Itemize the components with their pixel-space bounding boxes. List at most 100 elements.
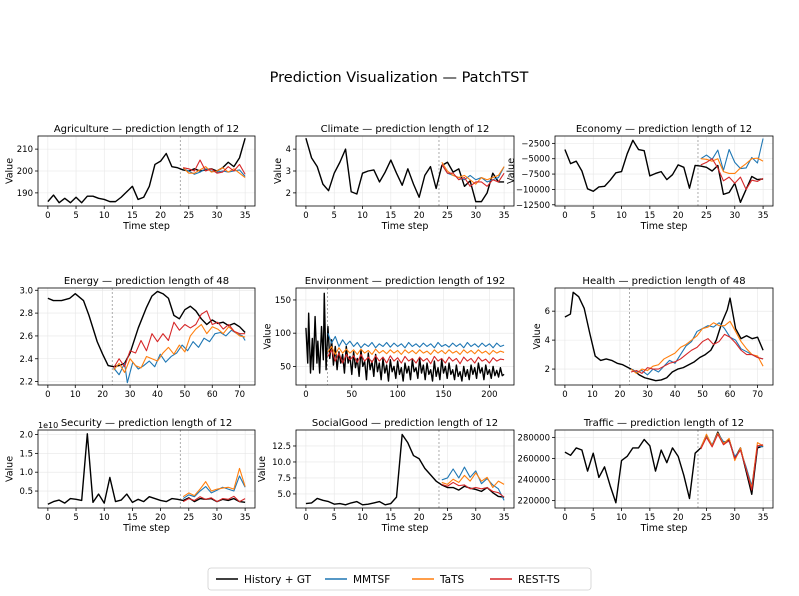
x-tick-label: 20: [155, 211, 166, 221]
x-tick-label: 25: [183, 513, 194, 523]
chart-panel-7: 0 5 10 15 20 25 30 35 5.0 7.5 10.0 12.5 SocialGood —…: [257, 418, 515, 534]
y-tick-label: 50: [280, 362, 291, 372]
x-tick-label: 0: [303, 390, 308, 400]
y-offset-label: 1e10: [38, 421, 58, 430]
x-tick-label: 50: [179, 390, 190, 400]
y-tick-label: 7.5: [277, 474, 291, 484]
x-tick-label: 200: [481, 390, 497, 400]
x-tick-label: 20: [673, 211, 684, 221]
x-tick-label: 10: [587, 390, 598, 400]
y-tick-label: 10.0: [272, 458, 291, 468]
x-tick-label: 35: [758, 211, 769, 221]
y-tick-label: 4: [545, 336, 550, 346]
x-tick-label: 35: [499, 513, 510, 523]
x-tick-label: 40: [152, 390, 163, 400]
x-tick-label: 70: [752, 390, 763, 400]
series-line-mmtsf: [327, 332, 505, 349]
series-line-tats: [441, 161, 505, 185]
x-tick-label: 60: [725, 390, 736, 400]
y-tick-label: −10000: [516, 185, 550, 195]
legend-label: History + GT: [244, 574, 312, 586]
series-line-mmtsf: [182, 475, 246, 500]
chart-title: Security — prediction length of 12: [61, 418, 232, 429]
x-tick-label: 30: [729, 211, 740, 221]
legend-label: MMTSF: [353, 574, 390, 586]
legend-frame: [207, 567, 592, 591]
series-line-rest-ts: [113, 310, 246, 369]
x-tick-label: 15: [385, 211, 396, 221]
series-line-mmtsf: [441, 466, 505, 501]
x-tick-label: 30: [125, 390, 136, 400]
chart-panel-6: 0 5 10 15 20 25 30 35 0.5 1.0 1.5 2.0 Security — pre…: [4, 418, 256, 534]
x-tick-label: 0: [562, 390, 567, 400]
x-axis-label: Time step: [122, 523, 170, 534]
chart-title: Health — prediction length of 48: [582, 276, 745, 287]
y-tick-label: 2: [545, 365, 550, 375]
x-tick-label: 25: [442, 513, 453, 523]
figure-title: Prediction Visualization — PatchTST: [270, 70, 529, 86]
x-tick-label: 30: [729, 513, 740, 523]
x-tick-label: 30: [470, 211, 481, 221]
y-tick-label: 2.2: [19, 378, 33, 388]
series-line-tats: [700, 157, 764, 175]
x-tick-label: 35: [240, 513, 251, 523]
series-line-rest-ts: [183, 159, 246, 175]
chart-panel-4: 0 50 100 150 200 50 100 150 Environment — predic…: [262, 276, 515, 400]
y-tick-label: 2: [286, 189, 291, 199]
plot-frame: [554, 287, 774, 386]
series-line-tats: [441, 472, 505, 489]
x-tick-label: 10: [357, 211, 368, 221]
series-line-tats: [327, 345, 505, 355]
chart-title: Agriculture — prediction length of 12: [54, 124, 239, 135]
chart-panel-8: 0 5 10 15 20 25 30 35 220000 240000 260000 280000 Tr…: [518, 418, 774, 534]
x-tick-label: 70: [234, 390, 245, 400]
y-tick-label: 5.0: [277, 490, 291, 500]
y-tick-label: 190: [17, 189, 33, 199]
chart-panel-0: 0 5 10 15 20 25 30 35 190 200 210 Agriculture — pre…: [4, 124, 256, 232]
y-tick-label: 1.5: [19, 449, 33, 459]
x-tick-label: 40: [670, 390, 681, 400]
x-tick-label: 20: [97, 390, 108, 400]
x-tick-label: 5: [591, 513, 596, 523]
chart-title: Environment — prediction length of 192: [305, 276, 506, 287]
x-tick-label: 30: [642, 390, 653, 400]
x-tick-label: 20: [414, 211, 425, 221]
x-axis-label: Time step: [122, 221, 170, 232]
series-line-rest-ts: [182, 495, 246, 503]
x-tick-label: 5: [73, 211, 78, 221]
chart-panel-3: 0 10 20 30 40 50 60 70 2.2 2.4 2.6 2.8 3.0 Energy — p…: [19, 276, 256, 400]
y-tick-label: 210: [17, 145, 33, 155]
y-axis-label: Value: [273, 158, 284, 184]
series-line-history-gt: [564, 291, 764, 382]
series-line-history-gt: [564, 139, 764, 204]
plot-frame: [554, 429, 774, 509]
y-tick-label: 200: [17, 167, 33, 177]
y-tick-label: 240000: [518, 476, 550, 486]
x-axis-label: Time step: [381, 221, 429, 232]
y-tick-label: 2.0: [19, 431, 33, 441]
chart-title: Climate — prediction length of 12: [321, 124, 490, 135]
series-line-tats: [113, 323, 246, 374]
series-line-rest-ts: [441, 481, 505, 498]
y-axis-label: Value: [4, 456, 15, 482]
series-line-rest-ts: [441, 164, 505, 187]
x-tick-label: 60: [207, 390, 218, 400]
y-tick-label: 220000: [518, 497, 550, 507]
x-tick-label: 0: [45, 211, 50, 221]
series-line-mmtsf: [113, 329, 246, 384]
y-tick-label: 2.6: [19, 332, 33, 342]
x-tick-label: 15: [127, 513, 138, 523]
x-tick-label: 30: [212, 513, 223, 523]
series-line-rest-ts: [327, 349, 505, 365]
x-tick-label: 5: [332, 211, 337, 221]
chart-panel-1: 0 5 10 15 20 25 30 35 2 3 4 Climate — prediction le…: [273, 124, 515, 232]
x-tick-label: 20: [155, 513, 166, 523]
x-tick-label: 5: [73, 513, 78, 523]
plot-frame: [37, 429, 256, 509]
plot-frame: [37, 287, 256, 386]
series-line-rest-ts: [630, 333, 764, 374]
chart-title: SocialGood — prediction length of 12: [312, 418, 498, 429]
series-line-mmtsf: [630, 322, 764, 376]
x-tick-label: 100: [390, 390, 406, 400]
x-tick-label: 50: [346, 390, 357, 400]
